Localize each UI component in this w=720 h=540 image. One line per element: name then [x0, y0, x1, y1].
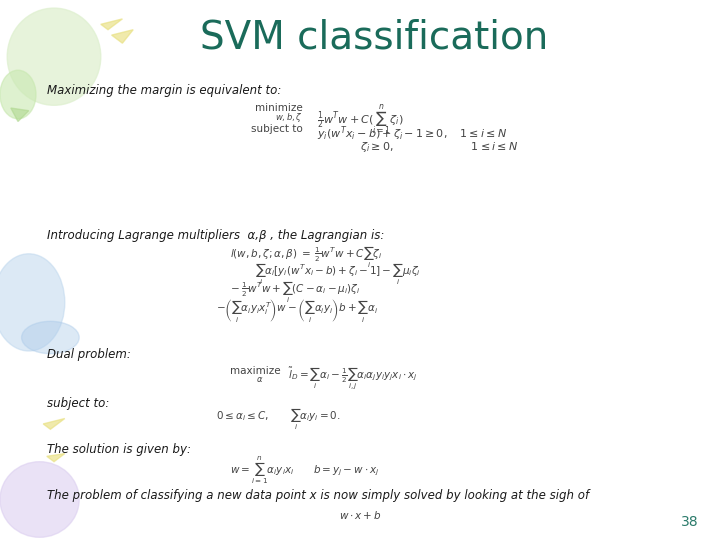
Text: $y_i(w^Tx_i - b) + \zeta_i - 1 \geq 0, \quad 1 \leq i \leq N$: $y_i(w^Tx_i - b) + \zeta_i - 1 \geq 0, \…	[317, 124, 507, 143]
Text: $w,b,\zeta$: $w,b,\zeta$	[275, 111, 302, 124]
Text: $-\;\frac{1}{2}w^Tw + \sum_i(C - \alpha_i - \mu_i)\zeta_i$: $-\;\frac{1}{2}w^Tw + \sum_i(C - \alpha_…	[230, 279, 361, 305]
Text: 38: 38	[681, 515, 698, 529]
Text: $\quad\sum_i\alpha_i[y_i(w^Tx_i - b) + \zeta_i - 1] - \sum_i\mu_i\zeta_i$: $\quad\sum_i\alpha_i[y_i(w^Tx_i - b) + \…	[245, 262, 420, 287]
Text: SVM classification: SVM classification	[200, 19, 549, 57]
Ellipse shape	[0, 70, 36, 119]
Text: subject to:: subject to:	[47, 397, 109, 410]
Text: The problem of classifying a new data point x is now simply solved by looking at: The problem of classifying a new data po…	[47, 489, 589, 502]
Polygon shape	[101, 19, 122, 30]
Polygon shape	[43, 418, 65, 429]
Text: subject to: subject to	[251, 124, 302, 134]
Text: Maximizing the margin is equivalent to:: Maximizing the margin is equivalent to:	[47, 84, 282, 97]
Text: minimize: minimize	[255, 103, 302, 113]
Text: maximize: maximize	[230, 366, 281, 376]
Text: $\frac{1}{2}w^Tw + C(\sum_{i=1}^{n}\zeta_i)$: $\frac{1}{2}w^Tw + C(\sum_{i=1}^{n}\zeta…	[317, 103, 403, 137]
Text: $w\cdot x + b$: $w\cdot x + b$	[338, 509, 382, 521]
Ellipse shape	[0, 254, 65, 351]
Ellipse shape	[22, 321, 79, 354]
Polygon shape	[112, 30, 133, 43]
Text: $\tilde{l}_D = \sum_i\alpha_i - \frac{1}{2}\sum_{i,j}\alpha_i\alpha_jy_iy_jx_i\c: $\tilde{l}_D = \sum_i\alpha_i - \frac{1}…	[288, 366, 418, 392]
Text: $\zeta_i \geq 0, \qquad\qquad\qquad\quad 1 \leq i \leq N$: $\zeta_i \geq 0, \qquad\qquad\qquad\quad…	[360, 140, 518, 154]
Text: Dual problem:: Dual problem:	[47, 348, 130, 361]
Text: $l(w,b,\zeta;\alpha,\beta) \;=\; \frac{1}{2}w^Tw + C\sum_i\zeta_i$: $l(w,b,\zeta;\alpha,\beta) \;=\; \frac{1…	[230, 244, 382, 269]
Text: $w = \sum_{i=1}^{n}\alpha_iy_ix_i \qquad b = y_j - w\cdot x_j$: $w = \sum_{i=1}^{n}\alpha_iy_ix_i \qquad…	[230, 455, 380, 487]
Text: $-\left(\sum_i\alpha_iy_ix_i^T\right)w - \left(\sum_i\alpha_iy_i\right)b + \sum_: $-\left(\sum_i\alpha_iy_ix_i^T\right)w -…	[216, 297, 378, 324]
Text: $\alpha$: $\alpha$	[256, 375, 263, 384]
Text: $0 \leq \alpha_i \leq C, \qquad \sum_i\alpha_iy_i = 0.$: $0 \leq \alpha_i \leq C, \qquad \sum_i\a…	[216, 406, 341, 431]
Polygon shape	[47, 454, 65, 462]
Text: The solution is given by:: The solution is given by:	[47, 443, 191, 456]
Ellipse shape	[0, 462, 79, 537]
Ellipse shape	[7, 8, 101, 105]
Polygon shape	[11, 108, 29, 122]
Text: Introducing Lagrange multipliers  α,β , the Lagrangian is:: Introducing Lagrange multipliers α,β , t…	[47, 230, 384, 242]
